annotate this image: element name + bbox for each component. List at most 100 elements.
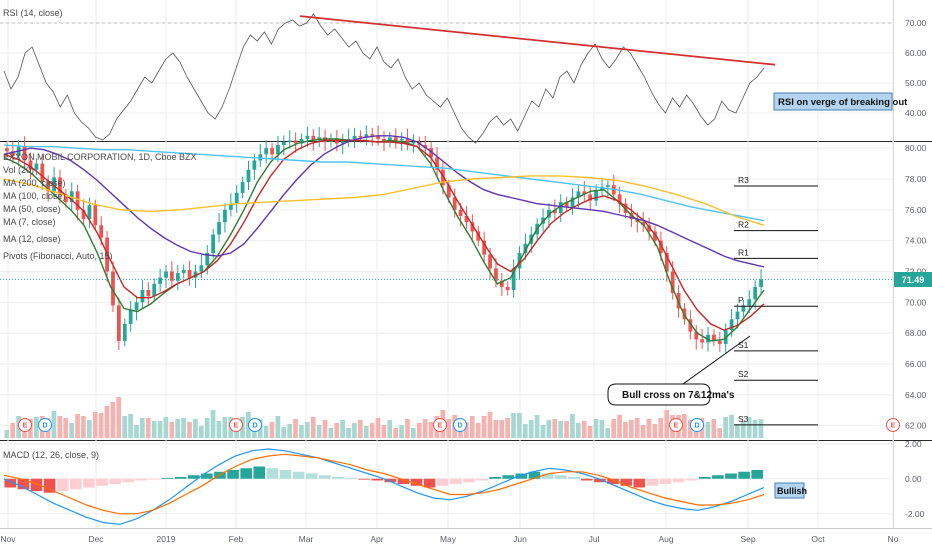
ma-line[interactable] xyxy=(3,175,765,226)
candle-body[interactable] xyxy=(558,202,563,213)
macd-histogram-bar[interactable] xyxy=(384,478,397,483)
macd-histogram-bar[interactable] xyxy=(410,478,423,486)
macd-histogram-bar[interactable] xyxy=(528,471,541,479)
candle-body[interactable] xyxy=(281,142,286,146)
macd-line[interactable] xyxy=(3,448,765,525)
candle-body[interactable] xyxy=(252,160,257,170)
candle-body[interactable] xyxy=(405,138,410,144)
macd-histogram-bar[interactable] xyxy=(672,478,685,483)
candle-body[interactable] xyxy=(435,157,439,170)
candle-body[interactable] xyxy=(240,182,245,193)
macd-histogram-bar[interactable] xyxy=(345,477,357,479)
ma-line[interactable] xyxy=(3,139,765,331)
candle-body[interactable] xyxy=(175,273,180,281)
macd-histogram-bar[interactable] xyxy=(253,466,266,479)
macd-histogram-bar[interactable] xyxy=(620,478,632,486)
candle-body[interactable] xyxy=(46,182,51,192)
candle-body[interactable] xyxy=(452,197,457,210)
candle-body[interactable] xyxy=(700,339,705,343)
candle-body[interactable] xyxy=(276,145,280,155)
candle-body[interactable] xyxy=(352,135,357,139)
candle-body[interactable] xyxy=(570,197,575,207)
candle-body[interactable] xyxy=(158,277,163,284)
macd-histogram-bar[interactable] xyxy=(515,473,528,479)
candle-body[interactable] xyxy=(741,305,746,312)
candle-body[interactable] xyxy=(87,205,92,220)
ma-line[interactable] xyxy=(3,135,765,268)
macd-histogram-bar[interactable] xyxy=(423,478,436,488)
candle-body[interactable] xyxy=(659,240,663,253)
candle-body[interactable] xyxy=(305,135,310,139)
candle-body[interactable] xyxy=(181,269,186,274)
candle-body[interactable] xyxy=(670,271,675,294)
candle-body[interactable] xyxy=(547,209,551,218)
candle-body[interactable] xyxy=(164,271,168,278)
macd-histogram-bar[interactable] xyxy=(174,477,187,479)
candle-body[interactable] xyxy=(423,145,428,149)
macd-histogram-bar[interactable] xyxy=(30,478,43,491)
candle-body[interactable] xyxy=(228,203,233,210)
macd-histogram-bar[interactable] xyxy=(266,468,279,479)
candle-body[interactable] xyxy=(287,140,292,142)
candle-body[interactable] xyxy=(753,286,758,300)
candle-body[interactable] xyxy=(323,137,327,142)
macd-histogram-bar[interactable] xyxy=(450,478,462,484)
rsi-trendline[interactable] xyxy=(299,15,776,66)
macd-histogram-bar[interactable] xyxy=(751,470,763,479)
candle-body[interactable] xyxy=(223,209,227,223)
candle-body[interactable] xyxy=(564,202,569,207)
candle-body[interactable] xyxy=(81,209,86,220)
candle-body[interactable] xyxy=(482,240,487,255)
candle-body[interactable] xyxy=(446,185,451,198)
macd-histogram-bar[interactable] xyxy=(201,473,213,479)
macd-histogram-bar[interactable] xyxy=(332,477,344,479)
macd-histogram-bar[interactable] xyxy=(240,468,252,479)
macd-histogram-bar[interactable] xyxy=(305,473,318,479)
macd-histogram-bar[interactable] xyxy=(633,478,646,488)
candle-body[interactable] xyxy=(399,138,404,141)
candle-body[interactable] xyxy=(664,253,669,272)
candle-body[interactable] xyxy=(376,135,380,139)
macd-histogram-bar[interactable] xyxy=(594,478,606,483)
macd-histogram-bar[interactable] xyxy=(489,477,501,479)
candle-body[interactable] xyxy=(411,142,416,144)
macd-histogram-bar[interactable] xyxy=(554,475,567,479)
candle-body[interactable] xyxy=(99,225,104,238)
macd-histogram-bar[interactable] xyxy=(292,471,305,479)
candle-body[interactable] xyxy=(759,279,763,287)
rsi-annotation[interactable]: RSI on verge of breaking out xyxy=(773,92,908,111)
candle-body[interactable] xyxy=(258,154,263,161)
macd-histogram-bar[interactable] xyxy=(476,478,488,481)
candle-body[interactable] xyxy=(199,265,204,272)
macd-histogram-bar[interactable] xyxy=(122,478,135,483)
candle-body[interactable] xyxy=(429,148,434,158)
candle-body[interactable] xyxy=(382,138,386,142)
candle-body[interactable] xyxy=(270,148,274,155)
macd-histogram-bar[interactable] xyxy=(279,470,292,479)
macd-histogram-bar[interactable] xyxy=(318,475,331,479)
candle-body[interactable] xyxy=(234,192,239,204)
candle-body[interactable] xyxy=(364,134,369,138)
candle-body[interactable] xyxy=(187,269,192,278)
candle-body[interactable] xyxy=(217,222,221,235)
macd-histogram-bar[interactable] xyxy=(698,477,711,479)
macd-histogram-bar[interactable] xyxy=(607,478,619,484)
macd-histogram-bar[interactable] xyxy=(436,478,449,486)
candle-body[interactable] xyxy=(334,138,339,144)
candle-body[interactable] xyxy=(370,134,375,136)
macd-histogram-bar[interactable] xyxy=(659,478,672,484)
macd-histogram-bar[interactable] xyxy=(109,478,121,484)
macd-histogram-bar[interactable] xyxy=(17,478,30,490)
event-marker[interactable] xyxy=(248,418,262,432)
macd-histogram-bar[interactable] xyxy=(646,478,659,486)
candle-body[interactable] xyxy=(523,243,528,253)
macd-histogram-bar[interactable] xyxy=(227,470,239,479)
bull-cross-callout[interactable]: Bull cross on 7&12ma's xyxy=(607,335,751,406)
candle-body[interactable] xyxy=(264,148,269,155)
candle-body[interactable] xyxy=(552,209,557,213)
macd-signal-line[interactable] xyxy=(3,453,765,515)
candle-body[interactable] xyxy=(211,234,216,254)
candle-body[interactable] xyxy=(40,163,45,183)
macd-histogram-bar[interactable] xyxy=(135,478,148,481)
